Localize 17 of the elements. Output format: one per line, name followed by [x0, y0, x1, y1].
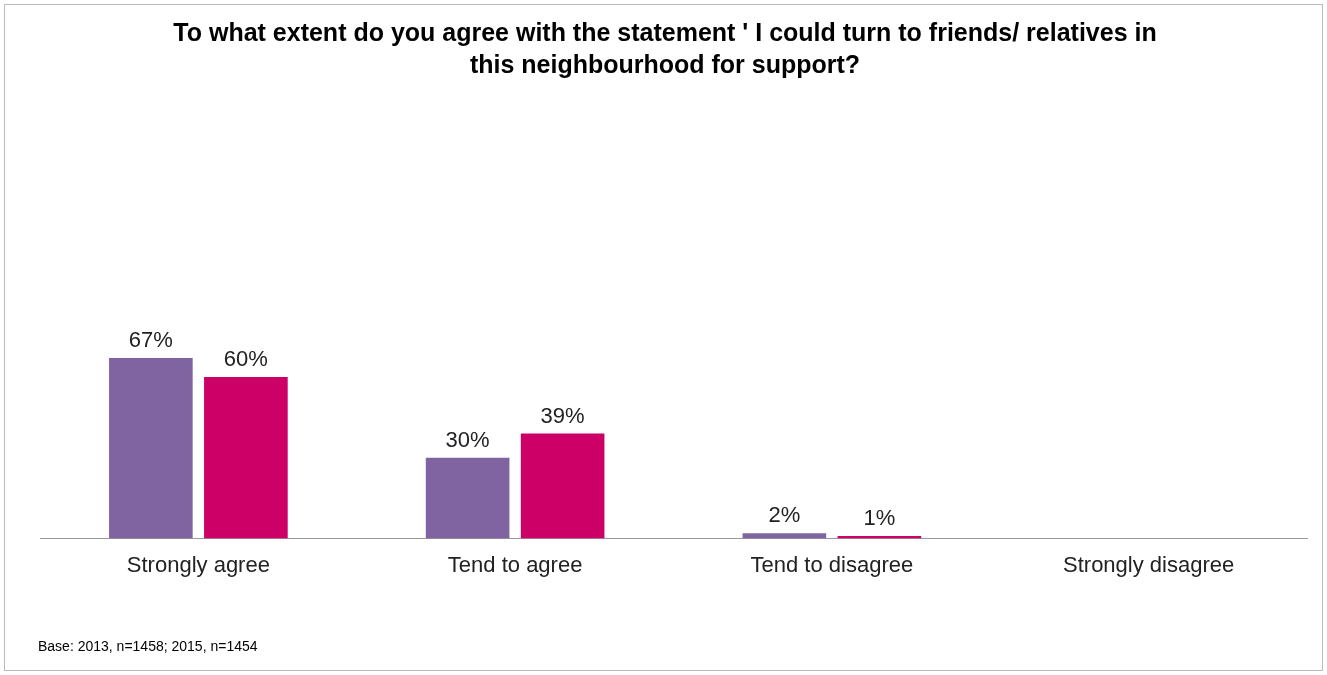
x-tick-label: Strongly disagree: [1063, 551, 1235, 577]
data-label: 67%: [128, 327, 173, 353]
chart-title: To what extent do you agree with the statement ' I could turn to friends/ relatives in this neighbourhood for support?: [172, 17, 1158, 80]
bar: [520, 433, 605, 539]
bar: [425, 457, 510, 539]
bar: [742, 533, 827, 539]
x-tick-label: Tend to disagree: [750, 551, 914, 577]
data-label: 30%: [445, 426, 490, 452]
text: Base: 2013, n=1458; 2015, n=1454: [38, 638, 258, 654]
data-label: 1%: [863, 504, 896, 530]
x-tick-label: Tend to agree: [447, 551, 583, 577]
data-label: 60%: [223, 346, 268, 372]
data-label: 2%: [768, 502, 801, 528]
bar: [109, 358, 193, 539]
bar: [204, 376, 288, 539]
data-label: 39%: [540, 402, 585, 428]
x-tick-label: Strongly agree: [126, 551, 270, 577]
